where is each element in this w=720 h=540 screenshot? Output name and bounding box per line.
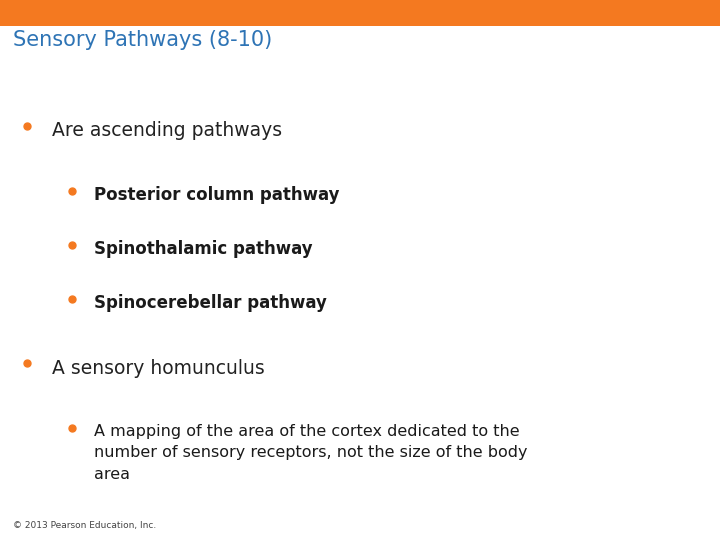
Text: A sensory homunculus: A sensory homunculus <box>52 359 264 378</box>
Text: Are ascending pathways: Are ascending pathways <box>52 122 282 140</box>
Text: Spinothalamic pathway: Spinothalamic pathway <box>94 240 312 258</box>
Text: A mapping of the area of the cortex dedicated to the
number of sensory receptors: A mapping of the area of the cortex dedi… <box>94 424 527 482</box>
Text: © 2013 Pearson Education, Inc.: © 2013 Pearson Education, Inc. <box>13 521 156 530</box>
Text: Sensory Pathways (8-10): Sensory Pathways (8-10) <box>13 30 272 50</box>
Bar <box>0 0 720 26</box>
Text: Posterior column pathway: Posterior column pathway <box>94 186 339 204</box>
Text: Spinocerebellar pathway: Spinocerebellar pathway <box>94 294 326 312</box>
